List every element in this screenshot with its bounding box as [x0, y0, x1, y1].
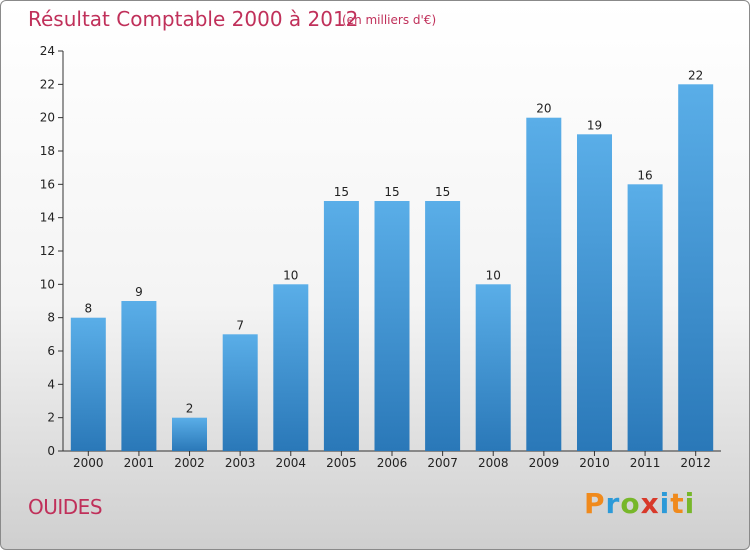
x-tick-label-2012: 2012	[680, 456, 711, 470]
data-label-2007: 15	[435, 185, 450, 199]
x-tick-label-2005: 2005	[326, 456, 357, 470]
y-tick-label: 16	[40, 177, 55, 191]
y-tick-label: 18	[40, 144, 55, 158]
bar-2006	[374, 201, 410, 451]
data-label-2012: 22	[688, 68, 703, 82]
commune-name: OUIDES	[28, 495, 103, 519]
x-tick-label-2011: 2011	[630, 456, 661, 470]
x-tick-label-2001: 2001	[124, 456, 155, 470]
data-label-2005: 15	[334, 185, 349, 199]
data-label-2003: 7	[236, 318, 244, 332]
x-tick-label-2000: 2000	[73, 456, 104, 470]
y-tick-label: 10	[40, 277, 55, 291]
data-label-2001: 9	[135, 285, 143, 299]
bar-2001	[121, 301, 157, 451]
x-tick-label-2003: 2003	[225, 456, 256, 470]
bar-2009	[526, 117, 562, 451]
x-tick-label-2010: 2010	[579, 456, 610, 470]
y-tick-label: 22	[40, 77, 55, 91]
x-tick-label-2004: 2004	[275, 456, 306, 470]
bar-2003	[222, 334, 258, 451]
data-label-2010: 19	[587, 118, 602, 132]
chart-subtitle: (en milliers d'€)	[342, 13, 437, 27]
bar-2000	[70, 317, 106, 451]
x-tick-label-2007: 2007	[427, 456, 458, 470]
x-tick-label-2009: 2009	[529, 456, 560, 470]
data-label-2000: 8	[84, 302, 92, 316]
data-label-2004: 10	[283, 268, 298, 282]
y-tick-label: 6	[47, 344, 55, 358]
y-tick-label: 8	[47, 311, 55, 325]
y-tick-label: 2	[47, 411, 55, 425]
data-label-2006: 15	[384, 185, 399, 199]
chart-title: Résultat Comptable 2000 à 2012	[28, 7, 359, 31]
bar-2004	[273, 284, 309, 451]
data-label-2008: 10	[486, 268, 501, 282]
bar-2010	[577, 134, 612, 452]
x-tick-label-2008: 2008	[478, 456, 509, 470]
y-tick-label: 0	[47, 444, 55, 458]
y-tick-label: 12	[40, 244, 55, 258]
y-tick-label: 20	[40, 111, 55, 125]
bar-2008	[475, 284, 511, 451]
proxiti-logo: Proxiti	[584, 487, 696, 520]
bar-2002	[172, 417, 207, 451]
data-label-2002: 2	[186, 402, 194, 416]
y-tick-label: 14	[40, 211, 55, 225]
x-tick-label-2002: 2002	[174, 456, 205, 470]
y-tick-label: 4	[47, 377, 55, 391]
data-label-2009: 20	[536, 102, 551, 116]
bar-2012	[678, 84, 714, 452]
data-label-2011: 16	[637, 168, 652, 182]
bar-2005	[323, 201, 359, 451]
bar-2011	[627, 184, 663, 452]
x-tick-label-2006: 2006	[377, 456, 408, 470]
bar-2007	[425, 201, 461, 451]
y-tick-label: 24	[40, 44, 55, 58]
